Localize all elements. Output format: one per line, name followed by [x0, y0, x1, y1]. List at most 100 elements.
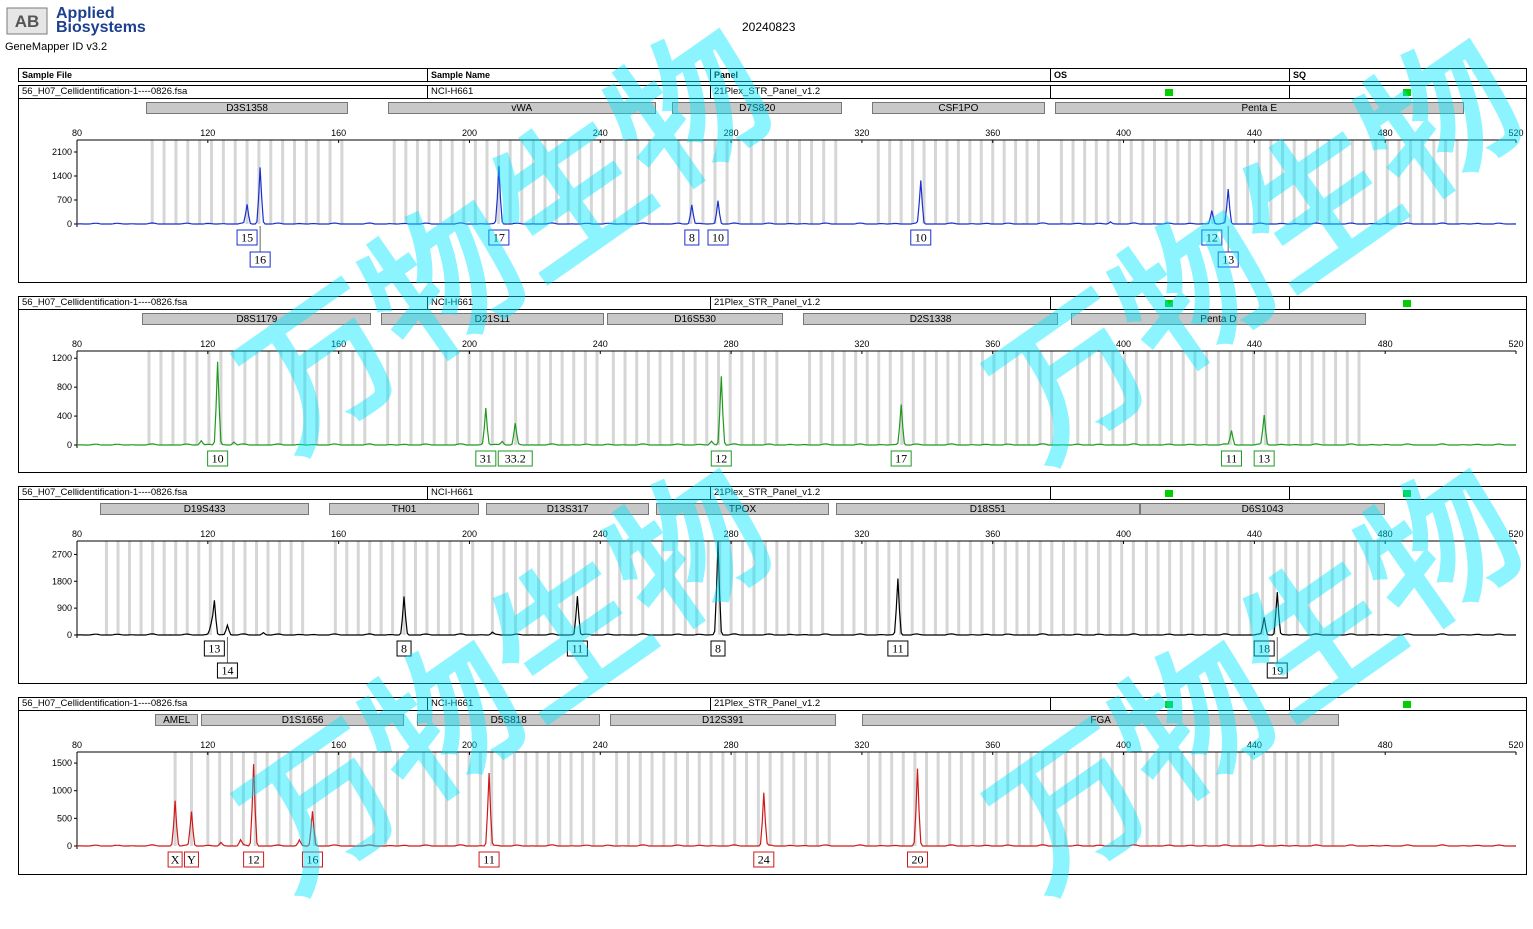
sample-file-cell: 56_H07_Cellidentification-1----0826.fsa	[22, 86, 188, 97]
bin-line	[324, 752, 328, 846]
marker-bar-d2s1338[interactable]: D2S1338	[803, 313, 1059, 325]
allele-call-label: 10	[212, 452, 224, 466]
bin-line	[255, 351, 259, 445]
bin-line	[396, 752, 400, 846]
bin-line	[525, 541, 529, 635]
marker-bar-d19s433[interactable]: D19S433	[99, 503, 310, 515]
bin-line	[946, 351, 950, 445]
marker-bar-th01[interactable]: TH01	[328, 503, 480, 515]
allelic-bins	[173, 752, 1335, 846]
bin-line	[139, 541, 143, 635]
marker-bar-fga[interactable]: FGA	[861, 714, 1340, 726]
bin-line	[404, 140, 408, 224]
bin-line	[1310, 351, 1314, 445]
bin-line	[852, 541, 856, 635]
marker-bar-d5s818[interactable]: D5S818	[417, 714, 601, 726]
x-tick-label: 480	[1378, 339, 1393, 349]
bin-line	[1261, 541, 1265, 635]
x-tick-label: 520	[1508, 529, 1523, 539]
marker-bar-vwa[interactable]: vWA	[387, 102, 656, 114]
brand-header: AB Applied Biosystems GeneMapper ID v3.2	[4, 3, 154, 54]
marker-bar-penta-d[interactable]: Penta D	[1071, 313, 1366, 325]
bin-line	[368, 541, 372, 635]
bin-line	[660, 541, 664, 635]
marker-bar-d12s391[interactable]: D12S391	[610, 714, 836, 726]
x-tick-label: 520	[1508, 740, 1523, 750]
x-tick-label: 80	[72, 529, 82, 539]
bin-line	[409, 351, 413, 445]
sample-name-cell: NCI-H661	[427, 86, 473, 98]
x-tick-label: 280	[724, 529, 739, 539]
bin-line	[936, 752, 940, 846]
marker-bar-amel[interactable]: AMEL	[155, 714, 198, 726]
bin-line	[1073, 541, 1077, 635]
run-date: 20240823	[742, 20, 796, 34]
bin-line	[1362, 140, 1366, 224]
bin-line	[1146, 351, 1150, 445]
bin-line	[462, 140, 466, 224]
allele-call-label: 10	[712, 231, 724, 245]
bin-line	[348, 752, 352, 846]
marker-bar-tpox[interactable]: TPOX	[655, 503, 830, 515]
bin-line	[1052, 752, 1056, 846]
bin-line	[580, 752, 584, 846]
marker-bar-d3s1358[interactable]: D3S1358	[145, 102, 349, 114]
bin-line	[572, 351, 576, 445]
marker-bar-d13s317[interactable]: D13S317	[485, 503, 650, 515]
bin-line	[785, 140, 789, 224]
os-cell	[1050, 487, 1054, 499]
bin-line	[956, 140, 960, 224]
bin-line	[866, 752, 870, 846]
bin-line	[701, 140, 705, 224]
sample-file-cell: 56_H07_Cellidentification-1----0826.fsa	[22, 487, 188, 498]
bin-line	[1180, 752, 1184, 846]
bin-line	[854, 351, 858, 445]
bin-line	[1085, 541, 1089, 635]
bin-line	[151, 541, 155, 635]
bin-line	[162, 140, 166, 224]
bin-line	[618, 541, 622, 635]
bin-line	[697, 752, 701, 846]
y-tick-label: 1200	[52, 353, 72, 363]
bin-line	[316, 140, 320, 224]
x-tick-label: 440	[1247, 740, 1262, 750]
bin-line	[1216, 351, 1220, 445]
allele-call-label: 12	[1206, 231, 1218, 245]
bin-line	[1296, 752, 1300, 846]
bin-line	[583, 351, 587, 445]
bin-line	[900, 351, 904, 445]
marker-bar-d18s51[interactable]: D18S51	[835, 503, 1140, 515]
y-tick-label: 1800	[52, 576, 72, 586]
x-tick-label: 360	[985, 529, 1000, 539]
bin-line	[911, 140, 915, 224]
bin-line	[865, 351, 869, 445]
marker-bar-d21s11[interactable]: D21S11	[381, 313, 604, 325]
allele-call-box	[684, 229, 700, 246]
bin-line	[763, 351, 767, 445]
bin-line	[1397, 140, 1401, 224]
bin-line	[1003, 541, 1007, 635]
bin-line	[278, 541, 282, 635]
bin-line	[1133, 752, 1137, 846]
allele-call-box	[203, 640, 225, 657]
bin-line	[1199, 140, 1203, 224]
bin-line	[672, 541, 676, 635]
y-tick-label: 400	[57, 411, 72, 421]
marker-bar-d7s820[interactable]: D7S820	[672, 102, 843, 114]
x-tick-label: 240	[593, 339, 608, 349]
bin-line	[339, 351, 343, 445]
marker-bar-csf1po[interactable]: CSF1PO	[871, 102, 1046, 114]
bin-line	[1298, 351, 1302, 445]
electropherogram-plot: 80 120 160 200 240 280 320 360 400 440 480 52021001…	[52, 128, 1524, 268]
marker-bar-d8s1179[interactable]: D8S1179	[142, 313, 372, 325]
marker-bar-d6s1043[interactable]: D6S1043	[1139, 503, 1386, 515]
allele-call-box	[566, 640, 588, 657]
marker-bar-d16s530[interactable]: D16S530	[606, 313, 784, 325]
bin-line	[402, 541, 406, 635]
marker-bar-d1s1656[interactable]: D1S1656	[201, 714, 405, 726]
marker-bar-penta-e[interactable]: Penta E	[1054, 102, 1464, 114]
x-tick-label: 240	[593, 529, 608, 539]
bin-line	[209, 140, 213, 224]
bin-line	[425, 541, 429, 635]
bin-line	[1027, 541, 1031, 635]
